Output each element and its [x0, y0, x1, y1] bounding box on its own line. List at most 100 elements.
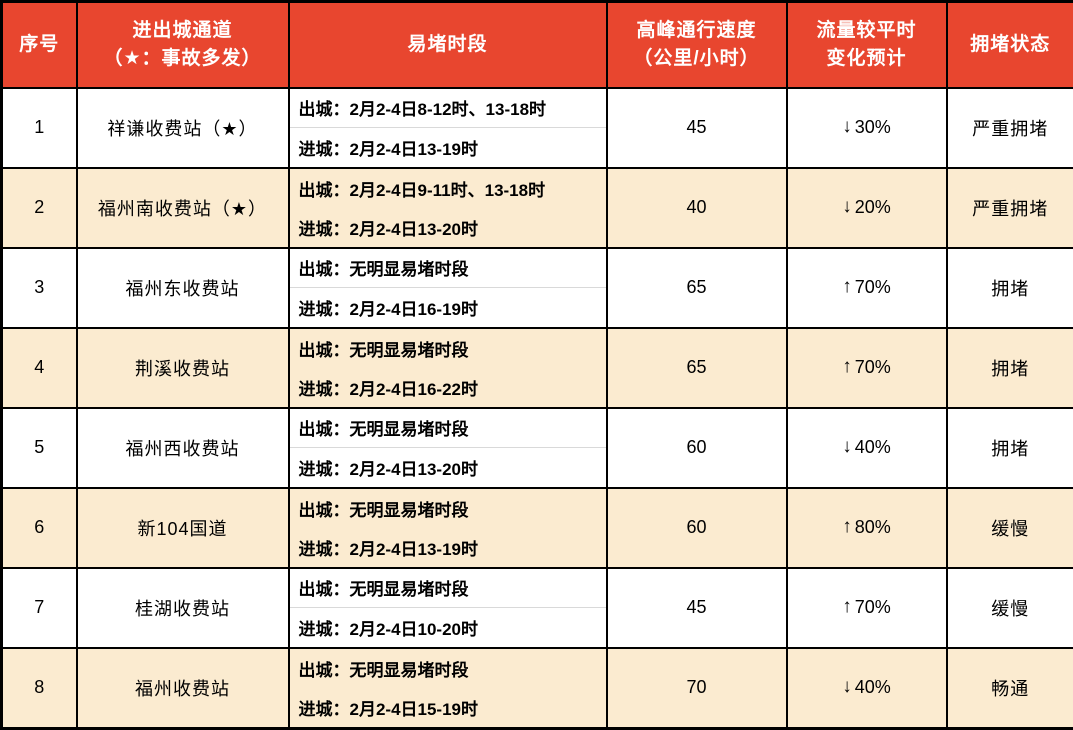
congestion-status-cell: 严重拥堵 — [947, 168, 1073, 248]
congestion-periods-cell: 出城：无明显易堵时段进城：2月2-4日16-19时 — [289, 248, 607, 328]
inbound-period-line: 进城：2月2-4日16-19时 — [290, 288, 606, 327]
flow-change-value: 40% — [855, 677, 891, 697]
outbound-label: 出城： — [299, 336, 350, 361]
station-name-cell: 桂湖收费站 — [77, 568, 289, 648]
header-status-label: 拥堵状态 — [948, 31, 1073, 59]
outbound-time: 无明显易堵时段 — [350, 575, 469, 600]
congestion-status-cell: 拥堵 — [947, 328, 1073, 408]
congestion-periods-cell: 出城：无明显易堵时段进城：2月2-4日13-20时 — [289, 408, 607, 488]
inbound-label: 进城： — [299, 375, 350, 400]
row-number-cell: 1 — [2, 88, 77, 168]
header-cell-speed: 高峰通行速度 （公里/小时） — [607, 2, 787, 88]
flow-change-cell: ↓20% — [787, 168, 947, 248]
congestion-periods-cell: 出城：无明显易堵时段进城：2月2-4日15-19时 — [289, 648, 607, 729]
header-speed-line2: （公里/小时） — [608, 45, 786, 73]
outbound-label: 出城： — [299, 656, 350, 681]
peak-speed-cell: 60 — [607, 488, 787, 568]
congestion-periods-cell: 出城：2月2-4日8-12时、13-18时进城：2月2-4日13-19时 — [289, 88, 607, 168]
outbound-time: 无明显易堵时段 — [350, 656, 469, 681]
flow-change-cell: ↑70% — [787, 328, 947, 408]
inbound-label: 进城： — [299, 455, 350, 480]
inbound-time: 2月2-4日13-19时 — [350, 135, 479, 160]
inbound-label: 进城： — [299, 615, 350, 640]
header-channel-line1: 进出城通道 — [78, 17, 288, 45]
congestion-periods-cell: 出城：2月2-4日9-11时、13-18时进城：2月2-4日13-20时 — [289, 168, 607, 248]
outbound-period-line: 出城：2月2-4日9-11时、13-18时 — [290, 169, 606, 208]
peak-speed-cell: 40 — [607, 168, 787, 248]
peak-speed-cell: 45 — [607, 568, 787, 648]
inbound-time: 2月2-4日13-20时 — [350, 455, 479, 480]
flow-arrow-icon: ↓ — [842, 676, 852, 697]
station-name-cell: 荆溪收费站 — [77, 328, 289, 408]
row-number-cell: 7 — [2, 568, 77, 648]
outbound-label: 出城： — [299, 255, 350, 280]
outbound-label: 出城： — [299, 176, 350, 201]
flow-arrow-icon: ↓ — [842, 436, 852, 457]
outbound-period-line: 出城：2月2-4日8-12时、13-18时 — [290, 89, 606, 128]
outbound-time: 无明显易堵时段 — [350, 415, 469, 440]
inbound-period-line: 进城：2月2-4日16-22时 — [290, 368, 606, 407]
outbound-period-line: 出城：无明显易堵时段 — [290, 649, 606, 688]
outbound-label: 出城： — [299, 415, 350, 440]
outbound-label: 出城： — [299, 95, 350, 120]
outbound-label: 出城： — [299, 496, 350, 521]
header-cell-number: 序号 — [2, 2, 77, 88]
row-number-cell: 4 — [2, 328, 77, 408]
outbound-time: 2月2-4日8-12时、13-18时 — [350, 95, 547, 120]
flow-change-cell: ↓30% — [787, 88, 947, 168]
outbound-time: 无明显易堵时段 — [350, 255, 469, 280]
station-name-cell: 祥谦收费站（★） — [77, 88, 289, 168]
station-name-cell: 福州东收费站 — [77, 248, 289, 328]
row-number-cell: 5 — [2, 408, 77, 488]
inbound-label: 进城： — [299, 535, 350, 560]
inbound-period-line: 进城：2月2-4日15-19时 — [290, 688, 606, 727]
header-speed-line1: 高峰通行速度 — [608, 17, 786, 45]
flow-arrow-icon: ↑ — [842, 276, 852, 297]
outbound-period-line: 出城：无明显易堵时段 — [290, 249, 606, 288]
flow-change-cell: ↓40% — [787, 408, 947, 488]
flow-change-value: 20% — [855, 197, 891, 217]
inbound-time: 2月2-4日13-19时 — [350, 535, 479, 560]
inbound-time: 2月2-4日16-19时 — [350, 295, 479, 320]
inbound-label: 进城： — [299, 695, 350, 720]
outbound-period-line: 出城：无明显易堵时段 — [290, 489, 606, 528]
inbound-time: 2月2-4日16-22时 — [350, 375, 479, 400]
outbound-time: 无明显易堵时段 — [350, 496, 469, 521]
outbound-period-line: 出城：无明显易堵时段 — [290, 569, 606, 608]
header-channel-line2: （★：事故多发） — [78, 45, 288, 73]
flow-change-cell: ↓40% — [787, 648, 947, 729]
flow-change-value: 70% — [855, 277, 891, 297]
flow-change-cell: ↑70% — [787, 248, 947, 328]
station-name-cell: 新104国道 — [77, 488, 289, 568]
congestion-status-cell: 严重拥堵 — [947, 88, 1073, 168]
flow-change-value: 70% — [855, 357, 891, 377]
peak-speed-cell: 65 — [607, 328, 787, 408]
outbound-time: 2月2-4日9-11时、13-18时 — [350, 176, 546, 201]
inbound-period-line: 进城：2月2-4日10-20时 — [290, 608, 606, 647]
inbound-period-line: 进城：2月2-4日13-19时 — [290, 128, 606, 167]
header-flow-line1: 流量较平时 — [788, 17, 946, 45]
flow-change-value: 30% — [855, 117, 891, 137]
inbound-time: 2月2-4日10-20时 — [350, 615, 479, 640]
flow-change-value: 70% — [855, 597, 891, 617]
header-cell-status: 拥堵状态 — [947, 2, 1073, 88]
inbound-label: 进城： — [299, 295, 350, 320]
flow-change-value: 40% — [855, 437, 891, 457]
outbound-label: 出城： — [299, 575, 350, 600]
header-periods-label: 易堵时段 — [290, 31, 606, 59]
inbound-label: 进城： — [299, 135, 350, 160]
congestion-status-cell: 拥堵 — [947, 248, 1073, 328]
congestion-status-cell: 缓慢 — [947, 488, 1073, 568]
station-name-cell: 福州西收费站 — [77, 408, 289, 488]
congestion-periods-cell: 出城：无明显易堵时段进城：2月2-4日10-20时 — [289, 568, 607, 648]
header-row: 序号 进出城通道 （★：事故多发） 易堵时段 高峰通行速度 （公里/小时） 流量… — [2, 2, 1073, 88]
flow-arrow-icon: ↓ — [842, 116, 852, 137]
station-name-cell: 福州收费站 — [77, 648, 289, 729]
